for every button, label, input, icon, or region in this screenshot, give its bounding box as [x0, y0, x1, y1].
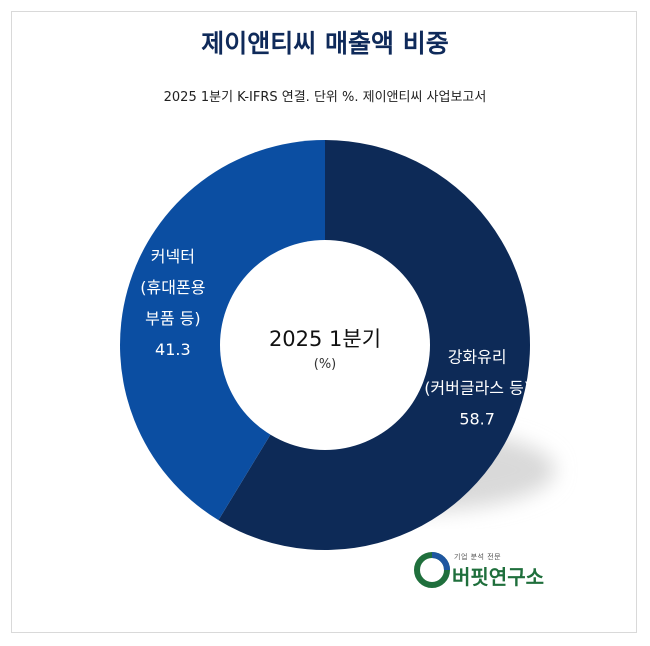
slice-label-0: 강화유리	[448, 348, 507, 367]
center-label: 2025 1분기	[269, 327, 381, 351]
slice-value-label-0: 58.7	[459, 410, 495, 429]
slice-label-1: 부품 등)	[145, 309, 201, 328]
slice-label-0: (커버글라스 등)	[424, 379, 530, 398]
slice-label-1: (휴대폰용	[140, 278, 205, 297]
logo: 기업 분석 전문 버핏연구소	[414, 552, 564, 592]
slice-label-1: 커넥터	[151, 247, 195, 266]
chart-subtitle: 2025 1분기 K-IFRS 연결. 단위 %. 제이앤티씨 사업보고서	[163, 90, 487, 105]
chart-title: 제이앤티씨 매출액 비중	[201, 29, 449, 58]
logo-tagline: 기업 분석 전문	[454, 553, 502, 561]
slice-value-label-1: 41.3	[155, 340, 191, 359]
logo-name: 버핏연구소	[452, 565, 544, 589]
logo-mark-icon	[414, 552, 450, 588]
donut-hole	[220, 240, 430, 450]
center-unit: (%)	[314, 357, 337, 372]
chart-frame	[11, 11, 637, 633]
